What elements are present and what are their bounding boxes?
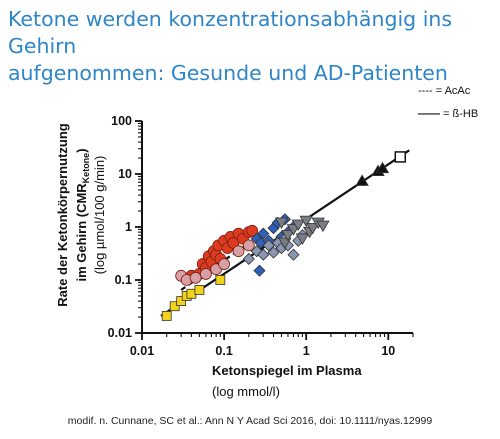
tick-labels: 0.01 0.1 1 10 0.01 0.1 1 10 100 [108, 114, 396, 358]
data-point-diamond [242, 252, 255, 265]
x-axis-unit: (log mmol/l) [212, 384, 280, 399]
data-point-circle [199, 268, 212, 280]
data-point-diamond [267, 246, 280, 259]
data-point-square [161, 311, 172, 321]
legend-entry-bhb: —— = ß-HB [418, 108, 478, 120]
slide-title-line2: aufgenommen: Gesunde und AD-Patienten [8, 61, 448, 85]
x-tick-label: 1 [303, 344, 310, 358]
source-caption: modif. n. Cunnane, SC et al.: Ann N Y Ac… [67, 415, 433, 427]
data-markers [161, 151, 407, 321]
chart-axes [135, 120, 414, 340]
data-point-triangle-down [295, 233, 310, 245]
data-point-diamond [253, 264, 266, 277]
y-axis-title-2: im Gehirn (CMRKetone) [74, 148, 91, 281]
data-point-diamond [257, 248, 270, 261]
legend-bhb-label: = ß-HB [440, 108, 478, 120]
data-point-circle [242, 239, 255, 252]
y-tick-label: 10 [118, 167, 132, 181]
x-tick-label: 10 [381, 344, 395, 358]
x-axis-label: Ketonspiegel im Plasma (log mmol/l) [212, 363, 362, 399]
data-point-square [169, 301, 180, 312]
data-point-triangle-down [281, 230, 295, 242]
data-point-circle [189, 271, 202, 284]
y-tick-label: 0.1 [115, 273, 132, 287]
y-tick-label: 1 [125, 220, 132, 234]
data-point-square [194, 285, 205, 295]
y-axis-unit: (log µmol/100 g/min) [92, 156, 107, 275]
y-tick-label: 0.01 [108, 326, 132, 340]
y-axis-title-2-end: ) [74, 148, 89, 152]
data-point-triangle-up [355, 174, 369, 186]
data-point-triangle-down [305, 222, 320, 235]
legend-acac-line: ---- [418, 85, 433, 97]
slide-title: Ketone werden konzentrationsabhängig ins… [8, 6, 494, 87]
data-point-circle [218, 258, 230, 270]
data-point-triangle-down [274, 217, 289, 229]
legend-entry-acac: ---- = AcAc [418, 85, 471, 97]
legend: ---- = AcAc —— = ß-HB [418, 85, 478, 120]
slide-title-line1: Ketone werden konzentrationsabhängig ins… [8, 7, 453, 58]
data-point-triangle-down [291, 219, 305, 231]
y-tick-label: 100 [111, 114, 132, 128]
data-point-square [215, 275, 226, 285]
y-axis-title-2-sub: Ketone [81, 153, 91, 184]
data-point-triangle-up [375, 161, 390, 174]
y-axis-label: Rate der Ketonkörpernutzung im Gehirn (C… [55, 123, 107, 307]
data-point-square [176, 296, 187, 306]
data-point-square [394, 151, 407, 163]
x-tick-label: 0.01 [130, 344, 154, 358]
data-point-triangle-down [299, 215, 313, 228]
legend-acac-label: = AcAc [433, 85, 471, 97]
data-point-circle [246, 224, 259, 237]
data-point-diamond [287, 248, 300, 261]
data-point-triangle-down [316, 220, 330, 233]
y-axis-title-2-main: im Gehirn (CMR [74, 183, 89, 282]
data-point-diamond [257, 227, 270, 240]
legend-bhb-line: —— [418, 108, 440, 120]
x-axis-title: Ketonspiegel im Plasma [212, 363, 362, 378]
data-point-circle [232, 245, 245, 258]
x-tick-label: 0.1 [215, 344, 232, 358]
y-axis-title: Rate der Ketonkörpernutzung [55, 123, 70, 307]
